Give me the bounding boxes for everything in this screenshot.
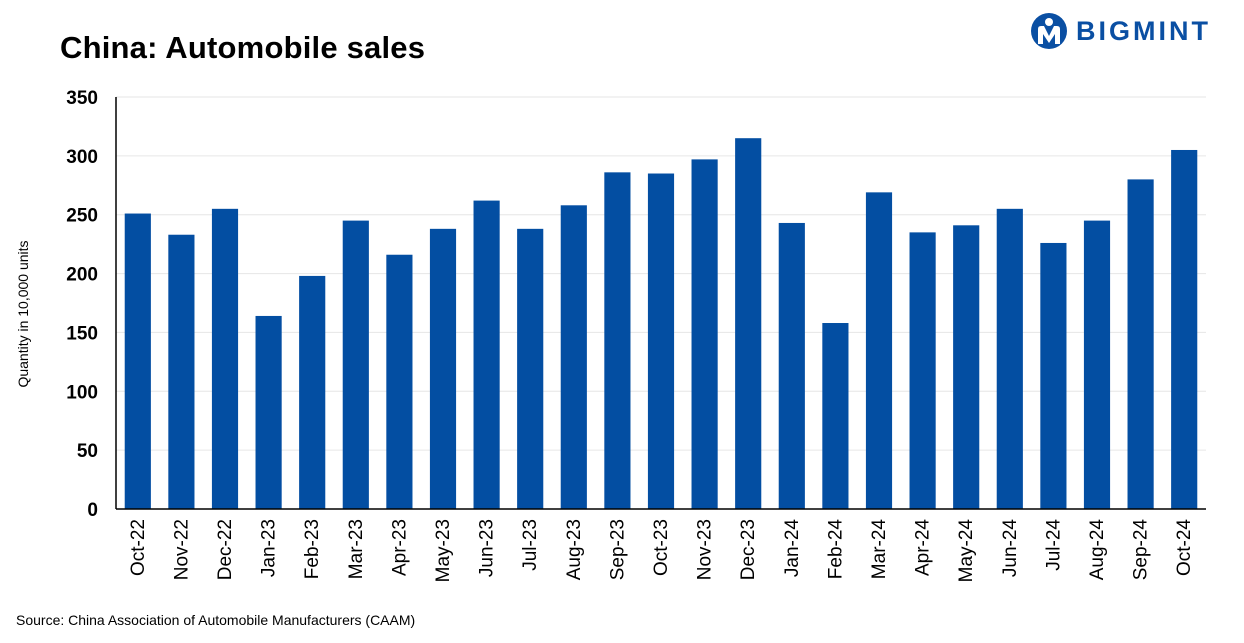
bar-nov-23 [691,159,718,510]
x-tick-label: Mar-23 [346,519,367,579]
bar-oct-24 [1171,149,1198,509]
y-tick-label: 150 [66,323,98,344]
y-tick-label: 0 [87,500,98,521]
x-tick-label: Oct-22 [128,519,149,576]
bigmint-logo: BIGMINT [1030,12,1211,50]
bar-sep-23 [604,172,631,509]
x-tick-label: Jul-24 [1043,519,1064,571]
x-tick-label: Feb-24 [825,519,846,580]
bar-may-23 [429,228,457,509]
x-tick-label: Jan-23 [259,519,280,577]
bar-aug-24 [1083,220,1111,509]
bigmint-logo-icon [1031,13,1067,49]
bar-mar-23 [342,220,369,509]
axes [115,97,1206,510]
bar-dec-22 [211,208,239,510]
x-tick-label: Dec-23 [738,519,759,580]
bar-jul-24 [1040,242,1067,510]
x-tick-label: Sep-24 [1131,519,1152,581]
y-tick-label: 100 [66,382,98,403]
y-tick-label: 250 [66,206,98,227]
bar-may-24 [953,225,980,509]
source-note: Source: China Association of Automobile … [16,612,416,628]
bar-jan-24 [778,222,805,509]
x-tick-label: May-24 [956,519,977,583]
x-tick-label: Jun-24 [1000,519,1021,578]
chart-title: China: Automobile sales [60,30,426,65]
x-tick-label: Oct-23 [651,519,672,576]
bar-jan-23 [255,315,282,509]
bar-dec-23 [735,138,762,509]
x-tick-label: Sep-23 [607,519,628,580]
labels: 0 50 100 150 200 250 300 350 Oct-22 Nov-22 Dec-22 J… [66,88,1195,582]
bar-jun-24 [996,208,1023,510]
x-tick-label: Apr-23 [389,519,410,576]
y-tick-label: 300 [66,147,98,168]
bar-sep-24 [1127,179,1154,509]
bar-chart: 0 50 100 150 200 250 300 350 Oct-22 Nov-22 Dec-22 J… [15,88,1206,582]
x-tick-label: Nov-23 [695,519,716,580]
y-axis-label: Quantity in 10,000 units [15,240,31,387]
bar-jul-23 [517,228,544,509]
x-tick-label: Oct-24 [1174,519,1195,576]
y-tick-label: 350 [66,88,98,109]
bar-nov-22 [168,234,195,509]
bar-oct-22 [124,213,151,509]
x-tick-label: Mar-24 [869,519,890,580]
x-tick-label: Jun-23 [477,519,498,577]
x-tick-label: Nov-22 [171,519,192,580]
bar-feb-23 [299,275,326,509]
bars [124,138,1198,510]
x-tick-label: Aug-24 [1087,519,1108,581]
bar-apr-23 [386,254,413,509]
bar-mar-24 [865,192,893,509]
x-tick-label: Dec-22 [215,519,236,580]
x-tick-label: Jan-24 [782,519,803,578]
x-tick-label: Jul-23 [520,519,541,571]
bar-jun-23 [473,200,500,510]
bar-feb-24 [822,323,849,509]
x-tick-label: Apr-24 [913,519,934,576]
bar-aug-23 [560,205,587,509]
y-tick-label: 50 [77,441,98,462]
x-tick-label: Aug-23 [564,519,585,580]
y-tick-label: 200 [66,265,98,286]
bar-oct-23 [647,173,675,509]
bigmint-logo-text: BIGMINT [1076,15,1211,46]
x-tick-label: Feb-23 [302,519,323,579]
bar-apr-24 [909,232,936,509]
x-tick-label: May-23 [433,519,454,582]
